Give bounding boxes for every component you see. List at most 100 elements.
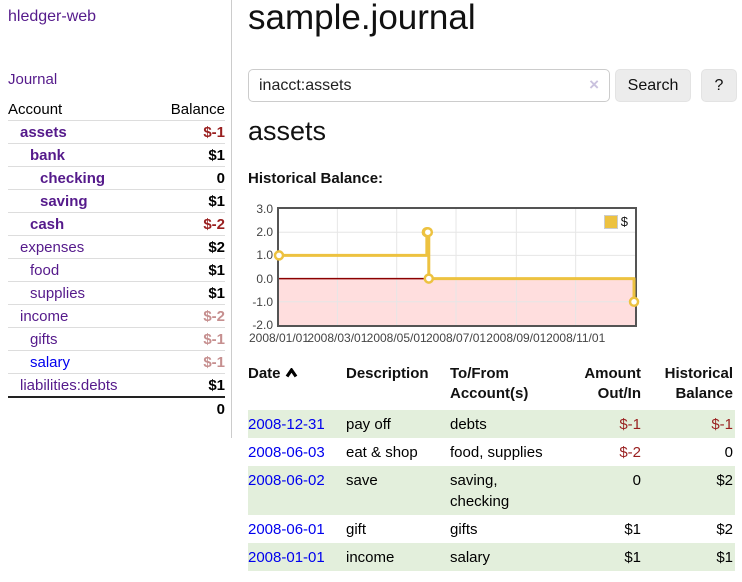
account-row: cash $-2 [8,212,225,236]
y-tick-label: 1.0 [256,248,273,263]
search-button[interactable]: Search [615,69,691,102]
column-header-accounts: To/From Account(s) [450,365,529,402]
clear-search-icon[interactable]: × [589,75,599,94]
account-balance: 0 [153,166,225,190]
account-row: bank $1 [8,143,225,167]
transaction-balance: $1 [716,549,733,566]
y-tick-label: 3.0 [256,202,273,216]
account-balance: $2 [153,235,225,259]
transaction-amount: $1 [624,521,641,538]
column-header-balance: Historical Balance [664,365,733,402]
account-balance: $-2 [153,212,225,236]
account-balance: $1 [153,258,225,282]
search-bar: × Search ? [248,69,737,103]
account-link-supplies[interactable]: supplies [30,285,86,302]
account-balance: $1 [153,143,225,167]
account-link-assets[interactable]: assets [20,124,67,141]
transaction-description: eat & shop [346,444,418,461]
account-balance: $-1 [153,327,225,351]
transaction-description: gift [346,521,367,538]
x-tick-label: 2008/09/01 [486,331,547,345]
legend-swatch [603,214,618,229]
account-balance: $1 [153,189,225,213]
accounts-header: Account Balance [8,98,225,121]
help-button[interactable]: ? [701,69,737,102]
transaction-accounts: debts [450,416,487,433]
account-link-liabilities-debts[interactable]: liabilities:debts [20,377,118,394]
x-tick-label: 2008/07/01 [425,331,487,345]
chart-series-line [273,209,640,325]
account-row: salary $-1 [8,350,225,374]
x-tick-label: 2008/11/01 [546,331,606,345]
search-input[interactable] [248,69,610,102]
y-tick-label: -1.0 [252,294,273,309]
account-row: saving $1 [8,189,225,213]
chart-plot-area[interactable]: $ [273,207,640,327]
account-link-saving[interactable]: saving [40,193,88,210]
transaction-description: save [346,472,378,489]
transaction-accounts: saving, checking [450,472,510,510]
transaction-amount: $1 [624,549,641,566]
account-row: assets $-1 [8,120,225,144]
account-balance: $-1 [153,350,225,374]
account-heading: assets [248,116,327,146]
register-row: 2008-06-01 gift gifts $1 $2 [248,515,735,543]
accounts-total: 0 [153,396,225,420]
transaction-date-link[interactable]: 2008-06-01 [248,521,325,538]
historical-balance-chart: 3.0 2.0 1.0 0.0 -1.0 -2.0 $ 2008/01/01 2008/03… [248,197,735,355]
transaction-accounts: gifts [450,521,478,538]
y-tick-label: 2.0 [256,225,273,240]
register-table: Date Description To/From Account(s) Amou… [248,362,735,571]
account-row: income $-2 [8,304,225,328]
chart-section-label: Historical Balance: [248,170,384,187]
account-link-expenses[interactable]: expenses [20,239,85,256]
register-row: 2008-06-03 eat & shop food, supplies $-2… [248,438,735,466]
register-row: 2008-12-31 pay off debts $-1 $-1 [248,410,735,438]
main-content: sample.journal × Search ? assets Histori… [248,0,737,582]
transaction-accounts: salary [450,549,491,566]
x-tick-label: 2008/01/01 [248,331,310,345]
account-row: supplies $1 [8,281,225,305]
transaction-description: pay off [346,416,391,433]
account-row: checking 0 [8,166,225,190]
transaction-date-link[interactable]: 2008-12-31 [248,416,325,433]
brand-link[interactable]: hledger-web [8,8,97,25]
column-header-description: Description [346,365,429,382]
register-row: 2008-01-01 income salary $1 $1 [248,543,735,571]
accounts-header-balance: Balance [170,101,225,118]
account-link-bank[interactable]: bank [30,147,66,164]
account-row: gifts $-1 [8,327,225,351]
account-balance: $-2 [153,304,225,328]
legend-label: $ [620,214,628,229]
accounts-header-account: Account [8,101,63,118]
y-tick-label: 0.0 [256,271,273,286]
account-link-cash[interactable]: cash [30,216,65,233]
account-row: liabilities:debts $1 [8,373,225,397]
x-tick-label: 2008/05/01 [366,331,427,345]
account-row: expenses $2 [8,235,225,259]
transaction-amount: $-2 [619,444,641,461]
transaction-date-link[interactable]: 2008-06-03 [248,444,325,461]
account-link-gifts[interactable]: gifts [30,331,58,348]
account-link-checking[interactable]: checking [40,170,106,187]
transaction-date-link[interactable]: 2008-01-01 [248,549,325,566]
column-header-amount: Amount Out/In [584,365,641,402]
transaction-accounts: food, supplies [450,444,543,461]
transaction-balance: $2 [716,521,733,538]
transaction-date-link[interactable]: 2008-06-02 [248,472,325,489]
account-balance: $1 [153,281,225,305]
page-title: sample.journal [248,0,476,37]
register-row: 2008-06-02 save saving, checking 0 $2 [248,466,735,515]
transaction-balance: 0 [724,444,733,461]
column-header-date[interactable]: Date [248,362,346,410]
x-tick-label: 2008/03/01 [307,331,368,345]
sidebar-item-journal[interactable]: Journal [8,71,58,88]
account-link-food[interactable]: food [30,262,60,279]
sidebar: hledger-web Journal Account Balance asse… [0,0,232,438]
account-row: food $1 [8,258,225,282]
sort-ascending-icon [285,364,298,384]
account-link-income[interactable]: income [20,308,69,325]
accounts-total-row: 0 [8,396,225,420]
y-tick-label: -2.0 [252,318,273,332]
account-link-salary[interactable]: salary [30,354,71,371]
